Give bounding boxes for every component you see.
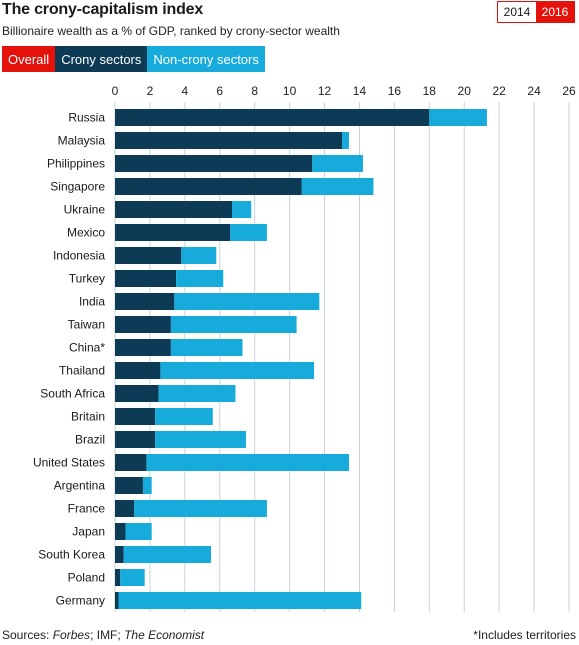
category-label: Taiwan <box>68 318 105 332</box>
year-2016-button[interactable]: 2016 <box>536 2 574 22</box>
category-label: Indonesia <box>53 249 105 263</box>
category-label: China* <box>69 341 105 355</box>
category-label: India <box>79 295 105 309</box>
bar-non-crony <box>170 339 243 356</box>
source-economist: The Economist <box>124 628 205 642</box>
bar-crony <box>115 500 135 517</box>
category-label: Turkey <box>69 272 105 286</box>
bar-crony <box>115 546 124 563</box>
category-label: Russia <box>68 111 105 125</box>
category-label: Brazil <box>75 433 105 447</box>
bar-crony <box>115 408 156 425</box>
bar-non-crony <box>170 316 297 333</box>
category-label: South Africa <box>40 387 105 401</box>
bar-crony <box>115 178 302 195</box>
year-toggle: 2014 2016 <box>497 1 575 23</box>
source-forbes: Forbes <box>52 628 91 642</box>
bar-non-crony <box>123 546 212 563</box>
x-tick-label: 2 <box>147 84 154 98</box>
x-tick-label: 26 <box>562 84 576 98</box>
bar-crony <box>115 362 161 379</box>
x-tick-label: 8 <box>251 84 258 98</box>
x-tick-label: 16 <box>388 84 402 98</box>
bar-crony <box>115 592 119 609</box>
bar-non-crony <box>120 569 145 586</box>
bar-crony <box>115 109 430 126</box>
chart-subtitle: Billionaire wealth as a % of GDP, ranked… <box>2 24 340 38</box>
source-note: Sources: Forbes; IMF; The Economist <box>2 628 204 642</box>
x-tick-label: 0 <box>112 84 119 98</box>
x-tick-label: 20 <box>458 84 472 98</box>
bar-crony <box>115 293 175 310</box>
source-mid: ; IMF; <box>90 628 125 642</box>
category-label: Thailand <box>59 364 105 378</box>
bar-crony <box>115 316 171 333</box>
x-tick-label: 24 <box>527 84 541 98</box>
bar-non-crony <box>230 224 267 241</box>
x-tick-label: 18 <box>423 84 437 98</box>
category-label: South Korea <box>38 548 105 562</box>
category-label: Japan <box>72 525 105 539</box>
category-label: Malaysia <box>58 134 106 148</box>
bar-crony <box>115 339 171 356</box>
bar-non-crony <box>160 362 315 379</box>
bar-crony <box>115 224 231 241</box>
x-tick-label: 12 <box>318 84 332 98</box>
chart-title: The crony-capitalism index <box>2 1 204 18</box>
bar-crony <box>115 385 159 402</box>
bar-non-crony <box>118 592 362 609</box>
category-label: Mexico <box>67 226 105 240</box>
tab-non-crony-sectors[interactable]: Non-crony sectors <box>147 46 265 72</box>
bar-non-crony <box>146 454 349 471</box>
bar-crony <box>115 454 147 471</box>
category-label: Argentina <box>54 479 106 493</box>
series-tabs: Overall Crony sectors Non-crony sectors <box>2 46 265 72</box>
x-tick-label: 4 <box>182 84 189 98</box>
bar-non-crony <box>142 477 152 494</box>
category-label: Ukraine <box>64 203 106 217</box>
year-2014-button[interactable]: 2014 <box>498 2 536 22</box>
x-tick-label: 22 <box>492 84 506 98</box>
x-tick-label: 14 <box>353 84 367 98</box>
bar-non-crony <box>342 132 349 149</box>
bar-crony <box>115 155 313 172</box>
bar-non-crony <box>158 385 236 402</box>
bar-non-crony <box>301 178 374 195</box>
bar-non-crony <box>174 293 320 310</box>
category-label: Philippines <box>47 157 105 171</box>
bar-non-crony <box>181 247 217 264</box>
bar-crony <box>115 247 182 264</box>
x-tick-label: 6 <box>216 84 223 98</box>
bar-crony <box>115 431 156 448</box>
category-label: Germany <box>56 594 105 608</box>
bar-crony <box>115 270 177 287</box>
category-label: United States <box>33 456 105 470</box>
bar-non-crony <box>312 155 363 172</box>
bar-crony <box>115 201 232 218</box>
tab-overall[interactable]: Overall <box>2 46 56 72</box>
category-label: Poland <box>68 571 105 585</box>
bar-non-crony <box>429 109 487 126</box>
bar-non-crony <box>125 523 152 540</box>
bar-non-crony <box>155 431 246 448</box>
category-label: Singapore <box>50 180 105 194</box>
footnote: *Includes territories <box>473 628 576 642</box>
tab-crony-sectors[interactable]: Crony sectors <box>55 46 148 72</box>
category-label: France <box>68 502 106 516</box>
bar-crony <box>115 132 342 149</box>
bar-non-crony <box>176 270 224 287</box>
bar-crony <box>115 523 126 540</box>
x-tick-label: 10 <box>283 84 297 98</box>
bar-non-crony <box>155 408 213 425</box>
source-prefix: Sources: <box>2 628 53 642</box>
bar-non-crony <box>134 500 267 517</box>
bar-crony <box>115 569 121 586</box>
bar-non-crony <box>231 201 252 218</box>
category-label: Britain <box>71 410 105 424</box>
bar-crony <box>115 477 143 494</box>
